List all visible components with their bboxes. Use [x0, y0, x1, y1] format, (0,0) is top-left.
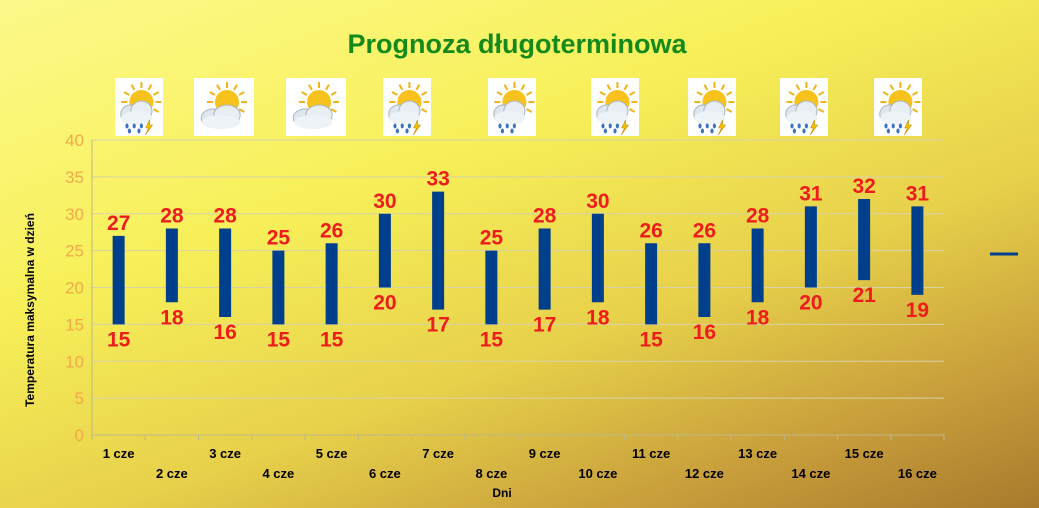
sun-cloud-rain-lightning-icon: [780, 78, 828, 136]
sun-cloud-icon: [286, 78, 346, 136]
range-bar: [325, 243, 338, 325]
y-axis-label: Temperatura maksymalna w dzień: [23, 213, 37, 407]
y-tick-label: 5: [75, 389, 84, 408]
min-label: 19: [906, 299, 929, 322]
min-label: 21: [852, 284, 876, 307]
max-label: 26: [639, 219, 662, 242]
range-bar: [804, 206, 817, 288]
range-bar: [698, 243, 711, 317]
min-label: 20: [799, 292, 822, 315]
min-label: 15: [480, 328, 504, 351]
y-tick-label: 25: [65, 242, 84, 261]
x-tick-label: 7 cze: [422, 446, 454, 461]
y-tick-labels: 0 5 10 15 20 25 30 35 40: [65, 131, 84, 445]
range-bar: [112, 235, 125, 325]
sun-cloud-rain-lightning-icon: [688, 78, 736, 136]
x-tick-label: 6 cze: [369, 466, 401, 481]
x-tick-label: 2 cze: [156, 466, 188, 481]
range-bar: [165, 228, 178, 303]
x-tick-label: 5 cze: [316, 446, 348, 461]
x-tick-label: 9 cze: [529, 446, 561, 461]
max-label: 28: [160, 205, 184, 228]
min-label: 15: [639, 328, 663, 351]
x-tick-label: 10 cze: [578, 466, 617, 481]
max-label: 30: [586, 190, 609, 213]
bars: [112, 191, 924, 325]
data-labels: 27 15 28 18 28 16 25 15 26 15 30 20 33 17 25 15 28 17 30 18…: [107, 168, 929, 352]
x-tick-label: 12 cze: [685, 466, 724, 481]
sun-cloud-rain-icon: [488, 78, 536, 136]
x-tick-label: 15 cze: [845, 446, 884, 461]
x-tick-label: 16 cze: [898, 466, 937, 481]
max-label: 28: [213, 205, 237, 228]
x-tick-label: 13 cze: [738, 446, 777, 461]
y-tick-label: 30: [65, 205, 84, 224]
x-tick-label: 14 cze: [791, 466, 830, 481]
range-bar: [591, 213, 604, 303]
range-bar: [911, 206, 924, 295]
max-label: 31: [799, 182, 823, 205]
min-label: 15: [320, 328, 344, 351]
chart-title: Prognoza długoterminowa: [347, 29, 687, 59]
range-bar: [485, 250, 498, 325]
max-label: 31: [906, 182, 930, 205]
weather-icons: [115, 78, 922, 136]
x-tick-label: 4 cze: [262, 466, 294, 481]
y-tick-label: 0: [75, 426, 84, 445]
range-bar: [219, 228, 232, 317]
max-label: 25: [267, 227, 291, 250]
range-bar: [432, 191, 445, 310]
x-axis-label: Dni: [492, 486, 511, 500]
gridlines: [91, 139, 945, 440]
y-tick-label: 20: [65, 279, 84, 298]
max-label: 28: [533, 205, 557, 228]
sun-cloud-rain-lightning-icon: [874, 78, 922, 136]
x-tick-label: 1 cze: [103, 446, 135, 461]
x-tick-label: 8 cze: [475, 466, 507, 481]
range-bar: [858, 199, 871, 281]
min-label: 18: [160, 306, 184, 329]
range-bar: [645, 243, 658, 325]
sun-cloud-rain-lightning-icon: [591, 78, 639, 136]
min-label: 18: [746, 306, 770, 329]
x-tick-label: 3 cze: [209, 446, 241, 461]
max-label: 26: [693, 219, 716, 242]
min-label: 20: [373, 292, 396, 315]
min-label: 15: [267, 328, 291, 351]
min-label: 17: [426, 314, 449, 337]
range-bar: [538, 228, 551, 310]
min-label: 17: [533, 314, 556, 337]
range-bar: [751, 228, 764, 303]
x-tick-label: 11 cze: [632, 446, 670, 461]
sun-cloud-icon: [194, 78, 254, 136]
max-label: 25: [480, 227, 504, 250]
max-label: 28: [746, 205, 770, 228]
max-label: 32: [852, 175, 875, 198]
range-bar: [378, 213, 391, 288]
max-label: 26: [320, 219, 343, 242]
y-tick-label: 10: [65, 352, 84, 371]
max-label: 27: [107, 212, 130, 235]
min-label: 16: [693, 321, 716, 344]
range-bar: [272, 250, 285, 325]
min-label: 16: [213, 321, 236, 344]
y-tick-label: 35: [65, 168, 84, 187]
x-tick-labels: 1 cze 2 cze 3 cze 4 cze 5 cze 6 cze 7 cze 8 cze…: [103, 446, 937, 481]
max-label: 33: [426, 168, 449, 191]
y-tick-label: 15: [65, 315, 84, 334]
y-tick-label: 40: [65, 131, 84, 150]
max-label: 30: [373, 190, 396, 213]
min-label: 18: [586, 306, 610, 329]
min-label: 15: [107, 328, 131, 351]
sun-cloud-rain-lightning-icon: [115, 78, 163, 136]
sun-cloud-rain-lightning-icon: [383, 78, 431, 136]
